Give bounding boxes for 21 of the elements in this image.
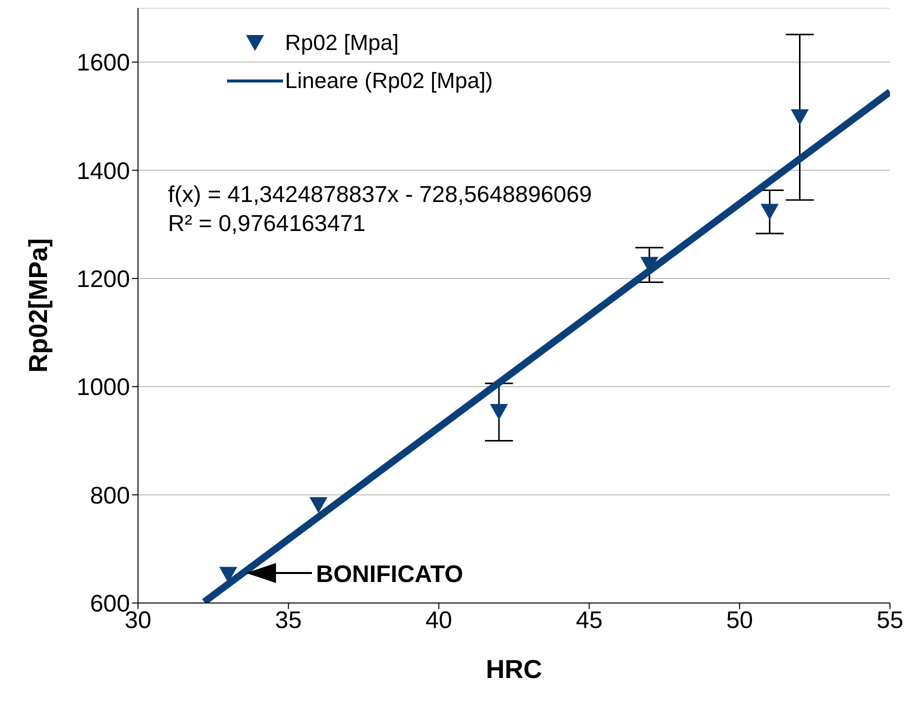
x-tick-label: 55 xyxy=(876,607,904,634)
point xyxy=(760,204,779,220)
x-axis-title: HRC xyxy=(486,654,542,684)
legend-label: Lineare (Rp02 [Mpa]) xyxy=(285,68,493,94)
point xyxy=(309,497,328,514)
y-tick-label: 1600 xyxy=(76,50,130,77)
annotation: R² = 0,9764163471 xyxy=(168,209,367,238)
y-axis-title: Rp02[MPa] xyxy=(23,238,54,373)
legend-label: Rp02 [Mpa] xyxy=(285,30,399,56)
x-tick-label: 45 xyxy=(576,607,603,634)
y-tick-label: 1400 xyxy=(76,158,130,185)
x-tick-label: 35 xyxy=(275,607,302,634)
y-tick-label: 800 xyxy=(90,482,130,510)
y-tick-label: 1200 xyxy=(76,266,130,293)
point xyxy=(790,109,809,126)
point xyxy=(490,404,508,420)
annotation: f(x) = 41,3424878837x - 728,5648896069 xyxy=(168,180,592,209)
x-tick-label: 40 xyxy=(425,607,452,634)
annotation: BONIFICATO xyxy=(316,561,464,588)
y-tick-label: 1000 xyxy=(76,374,130,402)
x-tick-label: 50 xyxy=(726,607,753,634)
